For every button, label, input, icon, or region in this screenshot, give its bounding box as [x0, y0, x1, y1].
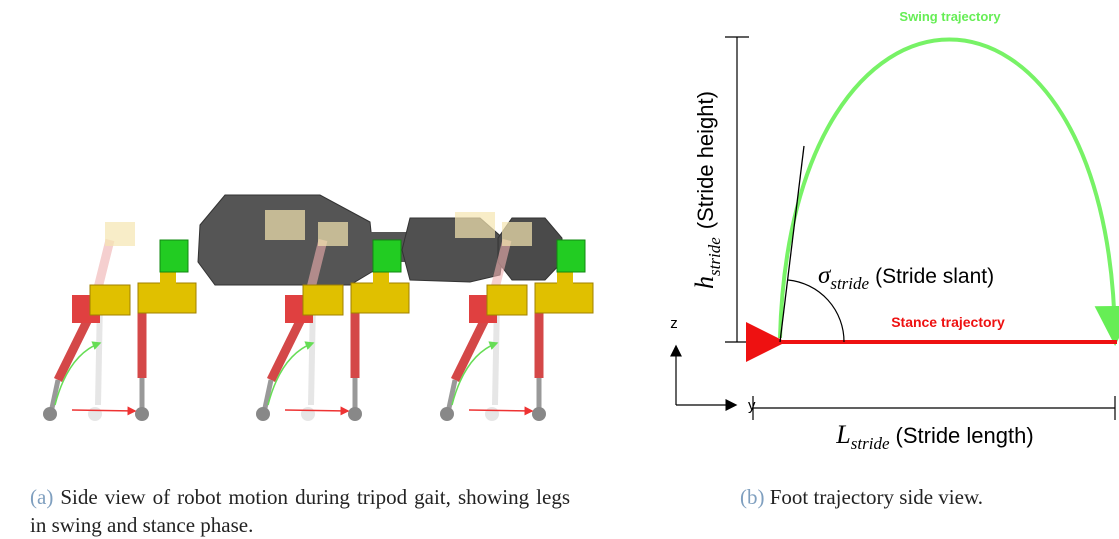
- length-symbol: L: [835, 420, 850, 449]
- trajectory-diagram: hstride(Stride height) Swing trajectory …: [670, 9, 1117, 453]
- stance-label: Stance trajectory: [891, 314, 1005, 330]
- height-text: (Stride height): [693, 91, 718, 229]
- caption-a-label: (a): [30, 485, 53, 509]
- caption-b: (b) Foot trajectory side view.: [740, 483, 1080, 511]
- figure: hstride(Stride height) Swing trajectory …: [0, 0, 1119, 539]
- slant-subscript: stride: [830, 274, 869, 293]
- caption-b-text: Foot trajectory side view.: [770, 485, 983, 509]
- caption-a: (a) Side view of robot motion during tri…: [30, 483, 570, 539]
- figure-art: hstride(Stride height) Swing trajectory …: [0, 0, 1119, 480]
- z-axis-label: z: [670, 315, 678, 332]
- caption-b-label: (b): [740, 485, 765, 509]
- caption-a-text: Side view of robot motion during tripod …: [30, 485, 570, 537]
- length-text: (Stride length): [896, 423, 1034, 448]
- y-axis-label: y: [748, 397, 756, 414]
- length-subscript: stride: [851, 434, 890, 453]
- height-subscript: stride: [705, 237, 724, 276]
- slant-label: σstride(Stride slant): [818, 262, 994, 293]
- robot-illustration: [43, 195, 593, 421]
- length-label: Lstride (Stride length): [835, 420, 1033, 453]
- height-symbol: h: [690, 276, 719, 289]
- slant-text: (Stride slant): [875, 265, 994, 288]
- height-label: hstride (Stride height): [690, 91, 724, 289]
- swing-label: Swing trajectory: [899, 9, 1001, 24]
